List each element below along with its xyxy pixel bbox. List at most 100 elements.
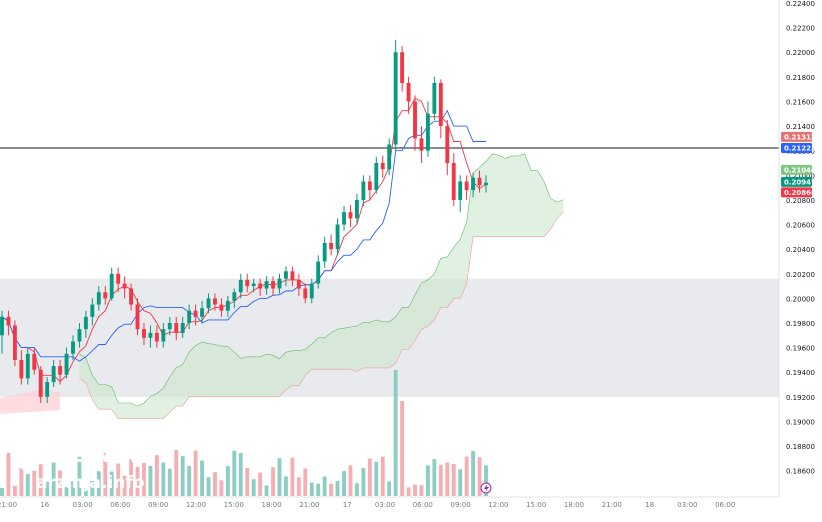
candle-body[interactable]	[413, 101, 417, 139]
candle-body[interactable]	[45, 382, 50, 397]
candle-body[interactable]	[322, 243, 327, 262]
candle-body[interactable]	[116, 273, 121, 284]
candle-body[interactable]	[64, 353, 69, 375]
candle-body[interactable]	[6, 316, 11, 326]
candle-body[interactable]	[296, 279, 301, 289]
candle-body[interactable]	[109, 273, 114, 299]
volume-bar	[32, 470, 37, 496]
candle-body[interactable]	[284, 271, 288, 279]
candle-body[interactable]	[77, 329, 82, 342]
lightning-icon[interactable]	[480, 482, 492, 494]
price-tick-label: 0.21800	[786, 74, 815, 82]
price-tick-label: 0.20400	[786, 246, 815, 254]
candle-body[interactable]	[193, 310, 198, 317]
volume-bar	[206, 477, 211, 496]
candle-body[interactable]	[342, 212, 346, 225]
candle-body[interactable]	[83, 316, 88, 330]
candle-body[interactable]	[387, 144, 392, 170]
time-tick-label: 15:00	[224, 501, 244, 509]
candle-body[interactable]	[425, 113, 430, 151]
volume-bar	[129, 459, 134, 496]
price-tag	[781, 164, 812, 175]
candle-body[interactable]	[471, 177, 476, 191]
time-tick-label: 21:00	[299, 501, 319, 509]
candle-body[interactable]	[96, 292, 101, 305]
volume-bar	[180, 456, 185, 496]
candle-body[interactable]	[38, 369, 43, 397]
candle-body[interactable]	[290, 271, 295, 280]
candle-body[interactable]	[213, 298, 217, 305]
candle-body[interactable]	[225, 300, 230, 311]
candle-body[interactable]	[19, 359, 24, 379]
candle-body[interactable]	[180, 323, 185, 333]
candle-body[interactable]	[32, 353, 37, 370]
candle-body[interactable]	[264, 281, 269, 289]
candle-body[interactable]	[438, 83, 443, 127]
candle-body[interactable]	[103, 292, 108, 299]
candle-body[interactable]	[380, 163, 385, 170]
candle-body[interactable]	[0, 316, 4, 336]
candle-body[interactable]	[271, 281, 275, 289]
candle-body[interactable]	[445, 126, 450, 163]
candle-body[interactable]	[251, 283, 256, 287]
candlesticks[interactable]	[0, 39, 488, 403]
candle-body[interactable]	[432, 83, 437, 114]
candle-body[interactable]	[71, 341, 75, 354]
candle-body[interactable]	[51, 366, 56, 383]
candle-body[interactable]	[419, 138, 424, 151]
watermark-logo: S ARZINJA arzinja.info	[14, 440, 164, 496]
candle-body[interactable]	[129, 288, 134, 305]
candle-body[interactable]	[200, 308, 204, 317]
candle-body[interactable]	[148, 332, 153, 338]
candle-body[interactable]	[135, 304, 140, 330]
candle-body[interactable]	[219, 304, 224, 311]
candle-body[interactable]	[335, 224, 340, 250]
candle-body[interactable]	[12, 325, 17, 360]
candle-body[interactable]	[206, 298, 211, 309]
candle-body[interactable]	[400, 52, 405, 83]
volume-bar	[64, 486, 69, 496]
candle-body[interactable]	[232, 292, 237, 301]
candle-body[interactable]	[458, 181, 463, 200]
candle-body[interactable]	[245, 279, 250, 287]
volume-bar	[58, 470, 63, 496]
candle-body[interactable]	[367, 181, 372, 191]
candle-body[interactable]	[329, 243, 334, 250]
volume-bar	[258, 472, 263, 496]
candle-body[interactable]	[161, 329, 166, 342]
candle-body[interactable]	[58, 366, 63, 375]
candle-body[interactable]	[258, 283, 263, 289]
price-axis-background	[779, 0, 822, 497]
candle-body[interactable]	[354, 199, 359, 219]
candle-body[interactable]	[348, 212, 353, 219]
volume-bar	[342, 471, 346, 496]
candle-body[interactable]	[316, 261, 321, 284]
price-tick-label: 0.19600	[786, 345, 815, 353]
price-tick-label: 0.22200	[786, 25, 815, 33]
candle-body[interactable]	[303, 288, 308, 299]
candle-body[interactable]	[277, 278, 282, 289]
candle-body[interactable]	[90, 304, 95, 317]
candle-body[interactable]	[25, 353, 30, 379]
candle-body[interactable]	[309, 283, 314, 299]
candle-body[interactable]	[142, 329, 146, 338]
candle-body[interactable]	[174, 323, 179, 333]
price-tick-label: 0.21600	[786, 98, 815, 106]
time-axis[interactable]: 21:00 16 03:00 06:00 09:00 12:00 15:00 18:00 21:…	[0, 501, 735, 509]
volume-bar	[148, 465, 153, 496]
candle-body[interactable]	[187, 310, 192, 323]
candle-body[interactable]	[361, 181, 366, 200]
candle-body[interactable]	[238, 279, 243, 293]
candle-body[interactable]	[167, 323, 172, 330]
candle-body[interactable]	[484, 182, 488, 186]
candle-body[interactable]	[464, 181, 469, 191]
candle-body[interactable]	[122, 283, 127, 289]
candle-body[interactable]	[154, 332, 159, 342]
candle-body[interactable]	[477, 177, 482, 186]
candle-body[interactable]	[451, 163, 456, 200]
candle-body[interactable]	[374, 163, 379, 191]
volume-bar	[413, 484, 417, 496]
candle-body[interactable]	[406, 83, 411, 102]
candle-body[interactable]	[393, 52, 398, 145]
